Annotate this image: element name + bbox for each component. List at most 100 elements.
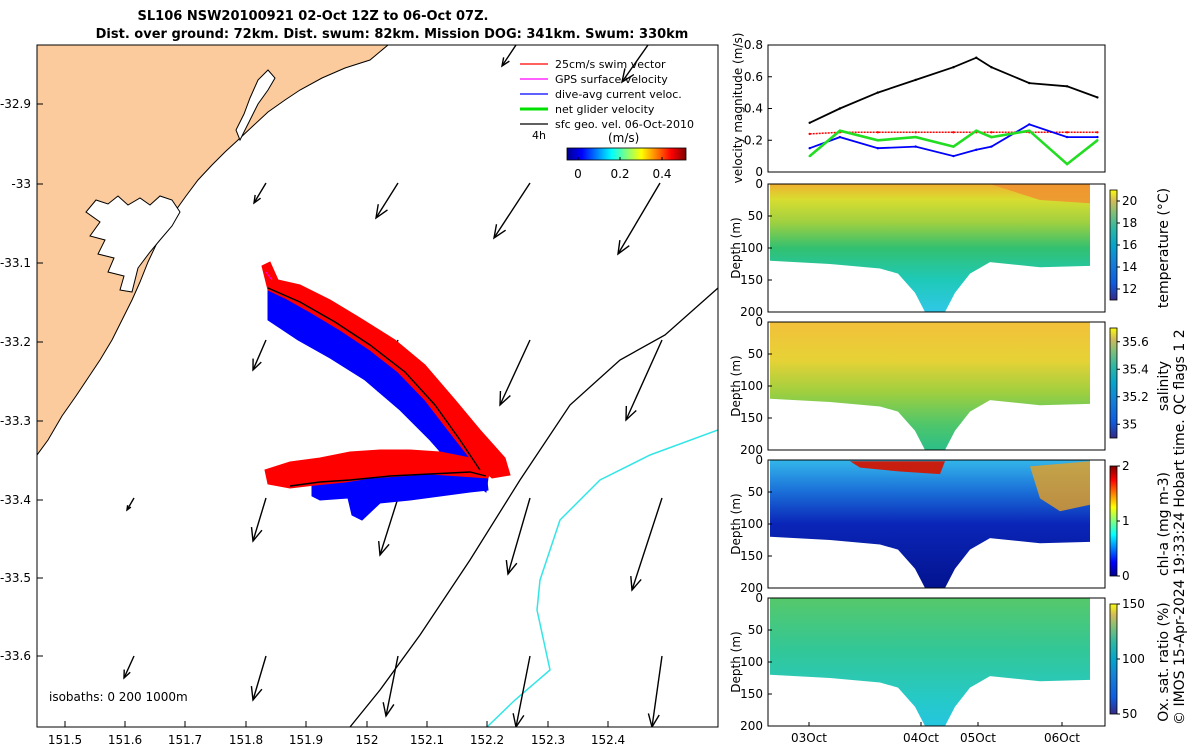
colorbar-tick-label: 100 bbox=[1122, 652, 1145, 666]
velocity-panel: 0 0.2 0.4 0.6 0.8 velocity magnitude (m/s) bbox=[731, 33, 1106, 183]
colorbar-label: temperature (°C) bbox=[1156, 188, 1172, 308]
current-arrow-head bbox=[512, 713, 525, 727]
map-y-tick-label: -33.2 bbox=[0, 335, 31, 349]
time-tick-label: 03Oct bbox=[791, 731, 827, 745]
colorbar-tick-label: 20 bbox=[1122, 194, 1137, 208]
time-tick-label: 05Oct bbox=[960, 731, 996, 745]
current-arrow bbox=[499, 339, 531, 406]
velocity-point bbox=[914, 145, 917, 148]
velocity-series-net bbox=[808, 129, 1099, 166]
current-arrow bbox=[617, 182, 661, 255]
chl-section: 0 50 100 150 200 Depth (m) 0 1 2 chl-a (mg m-3) bbox=[729, 453, 1172, 595]
current-arrow bbox=[493, 182, 531, 239]
depth-tick-label: 0 bbox=[755, 177, 763, 191]
current-arrow-head bbox=[126, 505, 132, 512]
velocity-point bbox=[1096, 96, 1099, 99]
velocity-y-tick-label: 0.4 bbox=[744, 102, 763, 116]
depth-tick-label: 100 bbox=[740, 379, 763, 393]
velocity-point bbox=[808, 121, 811, 125]
map-y-tick-label: -33.6 bbox=[0, 649, 31, 663]
map-x-tick-label: 151.9 bbox=[289, 733, 323, 747]
velocity-point bbox=[1065, 131, 1069, 134]
title-line1: SL106 NSW20100921 02-Oct 12Z to 06-Oct 0… bbox=[138, 9, 489, 24]
map-x-ticks: 151.5 151.6 151.7 151.8 151.9 152 152.1 152.2 15… bbox=[48, 721, 625, 747]
velocity-point bbox=[1096, 131, 1099, 134]
colorbar-label: salinity bbox=[1156, 361, 1172, 411]
current-arrow bbox=[631, 497, 663, 591]
depth-tick-label: 100 bbox=[740, 655, 763, 669]
velocity-point bbox=[975, 56, 978, 59]
velocity-point bbox=[1065, 162, 1069, 166]
map-y-tick-label: -33 bbox=[11, 177, 31, 191]
colorbar-label: chl-a (mg m-3) bbox=[1156, 472, 1172, 576]
legend-entry: GPS surface velocity bbox=[555, 73, 668, 86]
velocity-point bbox=[1065, 85, 1069, 88]
chl-maximum-patch bbox=[1030, 461, 1090, 512]
map-x-tick-label: 151.7 bbox=[168, 733, 202, 747]
velocity-point bbox=[914, 78, 917, 82]
velocity-y-ticks: 0 0.2 0.4 0.6 0.8 bbox=[744, 38, 772, 179]
colorbar-tick-label: 1 bbox=[1122, 514, 1130, 528]
colorbar-tick-label: 35.4 bbox=[1122, 362, 1149, 376]
depth-axis-label: Depth (m) bbox=[729, 217, 743, 278]
depth-tick-label: 150 bbox=[740, 273, 763, 287]
section-colorbar bbox=[1109, 465, 1118, 577]
current-arrow bbox=[375, 182, 399, 219]
map-y-tick-label: -33.4 bbox=[0, 493, 31, 507]
current-arrow bbox=[126, 497, 135, 511]
depth-axis-label: Depth (m) bbox=[729, 355, 743, 416]
map-frame bbox=[36, 44, 719, 728]
velocity-point bbox=[1028, 81, 1031, 85]
velocity-point bbox=[838, 135, 842, 139]
gps-track bbox=[265, 271, 273, 281]
section-colorbar bbox=[1109, 327, 1118, 439]
title-line2: Dist. over ground: 72km. Dist. swum: 82k… bbox=[96, 27, 689, 42]
velocity-series-sfc-geo bbox=[809, 56, 1098, 124]
current-arrow-head bbox=[253, 194, 262, 205]
current-arrow bbox=[507, 497, 531, 575]
section-field bbox=[770, 460, 1090, 588]
map-panel: 151.5 151.6 151.7 151.8 151.9 152 152.1 152.2 15… bbox=[0, 44, 719, 747]
depth-tick-label: 150 bbox=[740, 411, 763, 425]
swim-vector-ribbon-south bbox=[264, 449, 493, 489]
velocity-series bbox=[808, 56, 1099, 166]
velocity-point bbox=[838, 129, 842, 132]
map-x-tick-label: 152.1 bbox=[410, 733, 444, 747]
depth-tick-label: 200 bbox=[740, 443, 763, 457]
current-arrow bbox=[379, 497, 399, 556]
map-x-tick-label: 152 bbox=[356, 733, 379, 747]
velocity-point bbox=[808, 154, 811, 158]
colorbar-tick-label: 18 bbox=[1122, 216, 1137, 230]
velocity-y-tick-label: 0.8 bbox=[744, 38, 763, 52]
map-y-tick-label: -32.9 bbox=[0, 97, 31, 111]
depth-tick-label: 100 bbox=[740, 241, 763, 255]
current-arrow bbox=[252, 497, 267, 542]
colorbar-tick-label: 35.6 bbox=[1122, 335, 1149, 349]
velocity-point bbox=[1028, 123, 1031, 126]
section-field bbox=[770, 322, 1090, 450]
chl-maximum-patch bbox=[850, 461, 945, 475]
section-colorbar bbox=[1109, 189, 1118, 301]
depth-tick-label: 0 bbox=[755, 453, 763, 467]
velocity-point bbox=[975, 129, 978, 132]
velocity-point bbox=[876, 131, 879, 134]
velocity-y-tick-label: 0.6 bbox=[744, 70, 763, 84]
isobath-200 bbox=[349, 287, 718, 727]
velocity-point bbox=[990, 135, 993, 139]
section-field bbox=[770, 598, 1090, 726]
current-arrow-head bbox=[625, 405, 637, 422]
colorbar-unit: (m/s) bbox=[608, 131, 639, 145]
isobath-label: isobaths: 0 200 1000m bbox=[49, 690, 188, 704]
legend-entry: 25cm/s swim vector bbox=[555, 58, 666, 71]
depth-tick-label: 0 bbox=[755, 591, 763, 605]
current-arrow-head bbox=[499, 390, 511, 407]
current-arrow-head bbox=[493, 224, 507, 240]
velocity-point bbox=[990, 131, 993, 134]
current-arrow bbox=[651, 655, 663, 727]
oxygen-section: 0 50 100 150 200 Depth (m) 50 100 150 Ox. sat. ra… bbox=[729, 591, 1172, 733]
estuary-north bbox=[235, 69, 276, 142]
time-tick-label: 06Oct bbox=[1044, 731, 1080, 745]
current-arrow bbox=[252, 339, 267, 371]
